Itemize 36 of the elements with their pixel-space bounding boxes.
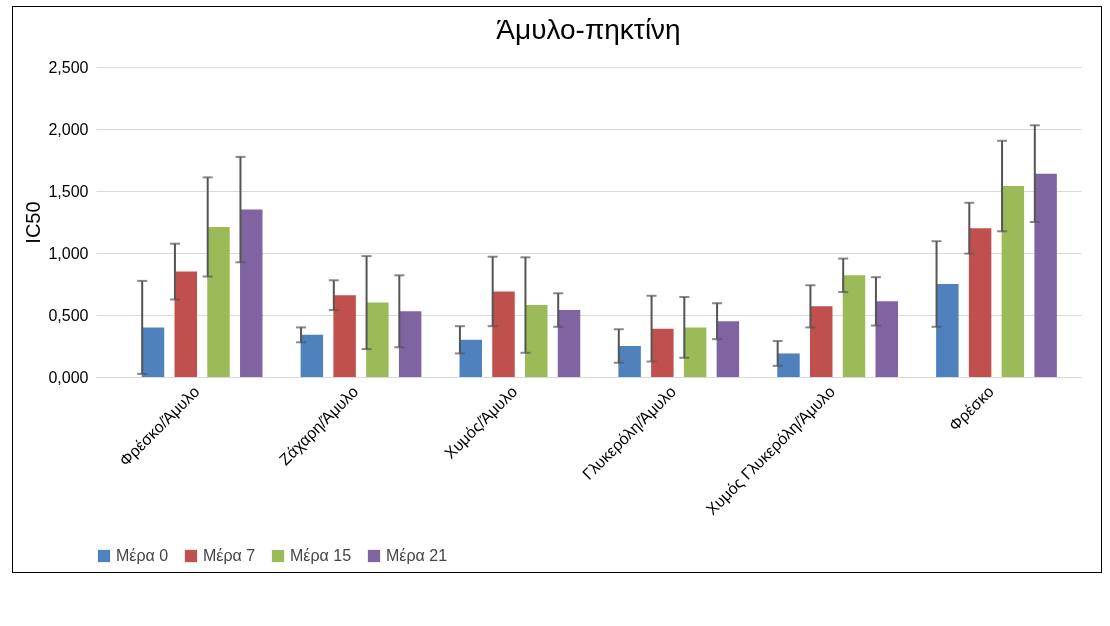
bar xyxy=(936,284,959,377)
bar xyxy=(366,302,389,377)
bar xyxy=(618,346,641,377)
chart-title: Άμυλο-πηκτίνη xyxy=(496,14,681,45)
y-tick-label: 0,500 xyxy=(48,306,89,324)
bar xyxy=(300,334,324,377)
y-tick-label: 1,500 xyxy=(48,182,89,200)
y-tick-label: 0,000 xyxy=(48,368,89,386)
legend-label: Μέρα 7 xyxy=(203,547,256,564)
bar xyxy=(240,209,263,377)
bar xyxy=(651,328,674,377)
bar xyxy=(174,271,197,377)
bar xyxy=(141,327,165,377)
bar xyxy=(777,353,800,377)
bar xyxy=(1001,186,1025,377)
legend-label: Μέρα 0 xyxy=(116,547,169,564)
bar xyxy=(557,310,581,377)
bar xyxy=(875,301,898,377)
y-tick-label: 2,500 xyxy=(48,58,89,76)
bar xyxy=(207,226,230,377)
bar xyxy=(810,306,833,377)
bar xyxy=(492,291,515,377)
bar xyxy=(842,275,866,377)
bar xyxy=(716,321,740,377)
bar xyxy=(459,339,482,377)
y-tick-label: 1,000 xyxy=(48,244,89,262)
bar xyxy=(683,327,707,377)
legend-label: Μέρα 21 xyxy=(386,547,448,564)
legend-label: Μέρα 15 xyxy=(290,547,352,564)
y-axis-title: IC50 xyxy=(22,201,45,244)
bar xyxy=(398,311,422,377)
bar xyxy=(525,305,548,377)
bar xyxy=(968,228,992,377)
y-tick-label: 2,000 xyxy=(48,120,89,138)
bar xyxy=(333,295,356,377)
bar xyxy=(1034,173,1057,377)
